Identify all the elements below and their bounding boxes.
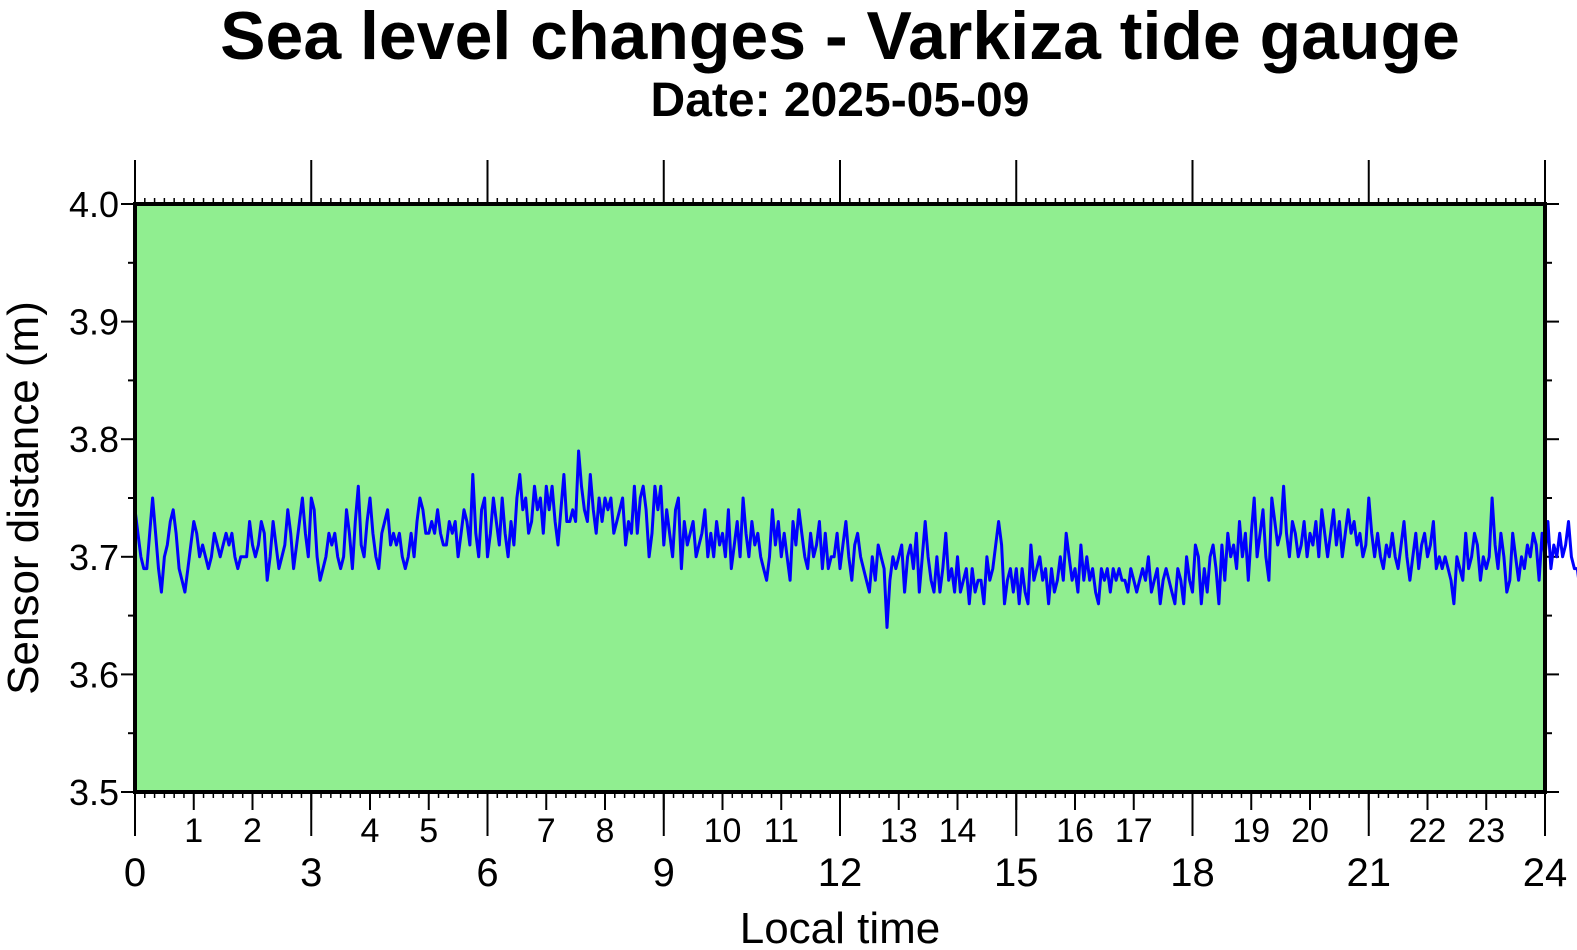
x-major-tick-label: 3 <box>300 851 322 895</box>
x-hour-tick-label: 8 <box>596 812 615 850</box>
x-hour-tick-label: 20 <box>1291 812 1329 850</box>
x-major-tick-label: 24 <box>1523 851 1568 895</box>
y-axis-label: Sensor distance (m) <box>0 301 48 695</box>
x-major-tick-label: 12 <box>818 851 863 895</box>
x-hour-tick-label: 5 <box>419 812 438 850</box>
plot-background <box>135 204 1545 792</box>
x-hour-tick-label: 7 <box>537 812 556 850</box>
y-tick-label: 3.7 <box>69 537 119 578</box>
x-hour-tick-label: 19 <box>1232 812 1270 850</box>
x-major-tick-label: 21 <box>1347 851 1392 895</box>
x-hour-tick-label: 2 <box>243 812 262 850</box>
axis-tick-labels: 0 3 6 9 12 15 18 21 241 2 4 5 7 8 10 11 13 14 16 17 19 20 22 23… <box>69 184 1567 895</box>
x-hour-tick-label: 14 <box>939 812 977 850</box>
x-hour-tick-label: 1 <box>184 812 203 850</box>
y-tick-label: 4.0 <box>69 184 119 225</box>
y-tick-label: 3.8 <box>69 419 119 460</box>
x-major-tick-label: 18 <box>1170 851 1215 895</box>
x-hour-tick-label: 11 <box>764 812 799 850</box>
x-major-tick-label: 0 <box>124 851 146 895</box>
x-hour-tick-label: 4 <box>361 812 380 850</box>
y-tick-label: 3.5 <box>69 772 119 813</box>
x-hour-tick-label: 23 <box>1467 812 1505 850</box>
chart-title: Sea level changes - Varkiza tide gauge <box>220 0 1460 74</box>
y-tick-label: 3.6 <box>69 654 119 695</box>
series-line <box>133 449 1577 629</box>
x-major-tick-label: 15 <box>994 851 1039 895</box>
x-major-tick-label: 6 <box>476 851 498 895</box>
plot-frame <box>133 202 1547 794</box>
x-hour-tick-label: 10 <box>704 812 742 850</box>
x-hour-tick-label: 17 <box>1115 812 1153 850</box>
x-axis-label: Local time <box>740 904 941 950</box>
x-hour-tick-label: 13 <box>880 812 918 850</box>
x-hour-tick-label: 16 <box>1056 812 1094 850</box>
chart-subtitle: Date: 2025-05-09 <box>650 74 1030 127</box>
x-major-tick-label: 9 <box>653 851 675 895</box>
x-hour-tick-label: 22 <box>1409 812 1447 850</box>
y-tick-label: 3.9 <box>69 302 119 343</box>
